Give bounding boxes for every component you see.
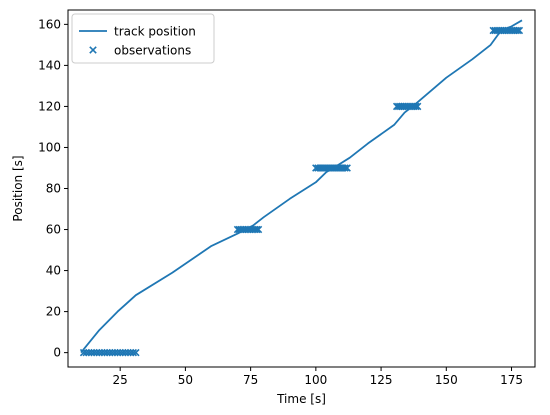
y-axis: 0 20 40 60 80 100 120 140 160: [38, 17, 68, 360]
x-tick-label: 50: [178, 373, 193, 387]
observation-point: [252, 225, 261, 234]
legend-label-track-position: track position: [114, 25, 196, 39]
legend-box: [71, 13, 215, 64]
observation-point: [132, 348, 140, 357]
marker-stroke: [89, 46, 97, 54]
x-axis-label: Time [s]: [276, 392, 326, 406]
x-tick-label: 175: [500, 373, 523, 387]
legend-x-marker: [89, 46, 97, 54]
observation-point: [129, 348, 137, 357]
y-tick-label: 40: [46, 264, 61, 278]
marker-stroke: [515, 26, 524, 35]
legend: track position observations: [71, 13, 215, 64]
marker-stroke: [132, 348, 140, 357]
marker-stroke: [254, 225, 263, 234]
legend-label-observations: observations: [114, 44, 191, 58]
observation-point: [515, 26, 524, 35]
observation-point: [343, 164, 351, 172]
marker-stroke: [252, 225, 261, 234]
y-axis-label: Position [s]: [11, 155, 25, 221]
plot-area: [79, 19, 524, 357]
marker-stroke: [513, 26, 522, 35]
observation-point: [413, 102, 422, 111]
x-axis: 25 50 75 100 125 150 175: [113, 367, 523, 387]
y-tick-label: 140: [38, 58, 61, 72]
observation-point: [254, 225, 263, 234]
marker-stroke: [343, 164, 351, 172]
axes-frame: [67, 9, 536, 368]
observation-point: [341, 164, 349, 172]
x-tick-label: 25: [113, 373, 128, 387]
y-tick-label: 20: [46, 305, 61, 319]
marker-stroke: [413, 102, 422, 111]
x-tick-label: 75: [243, 373, 258, 387]
observation-point: [411, 102, 420, 111]
y-tick-label: 160: [38, 17, 61, 31]
x-tick-label: 150: [435, 373, 458, 387]
marker-stroke: [411, 102, 420, 111]
y-tick-label: 60: [46, 223, 61, 237]
observation-point: [513, 26, 522, 35]
y-tick-label: 80: [46, 182, 61, 196]
x-tick-label: 125: [370, 373, 393, 387]
marker-stroke: [341, 164, 349, 172]
x-tick-label: 100: [304, 373, 327, 387]
y-tick-label: 120: [38, 99, 61, 113]
marker-stroke: [129, 348, 137, 357]
legend-marker-glyph: [89, 46, 97, 54]
y-tick-label: 0: [53, 346, 61, 360]
y-tick-label: 100: [38, 140, 61, 154]
